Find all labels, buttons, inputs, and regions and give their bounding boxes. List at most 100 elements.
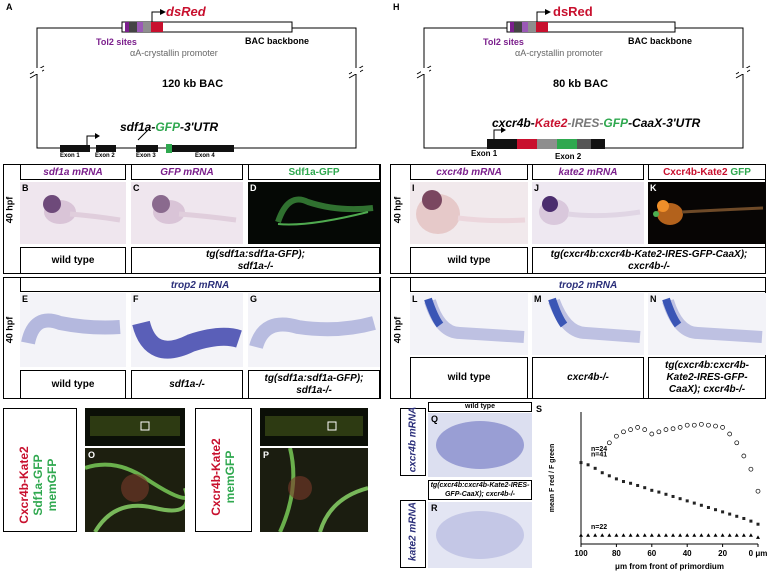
data-point-n22 <box>663 533 668 537</box>
dsred-label-a: dsRed <box>166 4 206 19</box>
x-tick-label: 60 <box>647 549 656 558</box>
panel-letter-g: G <box>250 294 258 304</box>
data-point-n41 <box>657 490 661 494</box>
x-tick-label: 20 <box>718 549 727 558</box>
data-point-n41 <box>600 471 604 475</box>
panel-letter-j: J <box>534 183 540 193</box>
data-point-n22 <box>600 533 605 537</box>
bac-backbone-label-a: BAC backbone <box>245 36 310 46</box>
title-r: tg(cxcr4b:cxcr4b-Kate2-IRES-GFP-CaaX); c… <box>428 480 532 500</box>
data-point-n41 <box>579 461 583 465</box>
exon-label: Exon 2 <box>555 152 582 161</box>
data-point-n22 <box>579 533 583 537</box>
data-point-n24 <box>670 426 676 432</box>
bac-size-label-h: 80 kb BAC <box>553 78 609 90</box>
bac-diagram-a <box>29 9 364 153</box>
data-point-n41 <box>756 522 760 526</box>
data-point-n24 <box>691 422 697 428</box>
exon-label: Exon 1 <box>60 153 80 159</box>
data-point-n24 <box>649 431 655 437</box>
panel-letter-f: F <box>133 294 139 304</box>
x-tick-label: 40 <box>683 549 692 558</box>
genotype-transgenic: tg(cxcr4b:cxcr4b-Kate2-IRES-GFP-CaaX); c… <box>648 357 766 399</box>
embryo-image-m <box>532 293 644 355</box>
data-point-n41 <box>621 480 625 484</box>
construct-label-a: sdf1a-GFP-3'UTR <box>120 120 219 134</box>
data-point-n24 <box>755 488 761 494</box>
label-p: Cxcr4b-Kate2 memGFP <box>209 438 237 516</box>
genotype-transgenic: tg(cxcr4b:cxcr4b-Kate2-IRES-GFP-CaaX); c… <box>532 247 766 274</box>
data-point-n24 <box>741 453 747 459</box>
data-point-n24 <box>727 431 733 437</box>
header-cxcr4b-kate2-gfp: Cxcr4b-Kate2 GFP <box>648 164 766 180</box>
data-point-n24 <box>614 433 619 439</box>
side-label-q: cxcr4b mRNA <box>407 406 419 473</box>
hpf-label: 40 hpf <box>4 196 15 224</box>
genotype-wild-type: wild type <box>20 370 126 399</box>
panel-letter-r: R <box>431 503 438 513</box>
data-point-n24 <box>663 427 669 432</box>
panel-letter-k: K <box>650 183 657 193</box>
label-o: Cxcr4b-Kate2 Sdf1a-GFP memGFP <box>17 446 59 524</box>
construct-label-h: cxcr4b-Kate2-IRES-GFP-CaaX-3'UTR <box>492 116 701 130</box>
embryo-image-i <box>410 182 528 244</box>
panel-letter-l: L <box>412 294 418 304</box>
embryo-image-e <box>20 293 126 367</box>
data-point-n22 <box>713 533 718 537</box>
bac-size-label-a: 120 kb BAC <box>162 78 224 90</box>
data-point-n24 <box>748 466 754 472</box>
header-sdf1a-gfp: Sdf1a-GFP <box>248 164 380 180</box>
tol2-label-a: Tol2 sites <box>96 37 137 47</box>
header-trop2-mrna: trop2 mRNA <box>410 277 766 292</box>
hpf-label: 40 hpf <box>4 316 15 344</box>
embryo-image-b <box>20 182 126 244</box>
data-point-n24 <box>684 422 690 428</box>
genotype-wild-type: wild type <box>410 357 528 399</box>
image-q <box>428 413 532 477</box>
exon-label: Exon 2 <box>95 153 115 159</box>
data-point-n41 <box>728 512 732 516</box>
bac-backbone-label-h: BAC backbone <box>628 36 693 46</box>
header-cxcr4b-mrna: cxcr4b mRNA <box>410 164 528 180</box>
data-point-n22 <box>678 533 683 537</box>
exon-label: Exon 1 <box>471 149 498 158</box>
label-box-o <box>3 408 77 532</box>
embryo-image-f <box>131 293 243 367</box>
data-point-n22 <box>756 535 760 539</box>
data-point-n41 <box>629 481 633 485</box>
chart-s-svg: 100 80 60 40 20 0 μm μm from front of primordi… <box>549 412 767 571</box>
data-point-n41 <box>678 497 682 501</box>
side-label-box-r <box>400 500 426 568</box>
tol2-label-h: Tol2 sites <box>483 37 524 47</box>
bac-diagram-h <box>416 9 751 149</box>
exon-label: Exon 4 <box>195 153 215 159</box>
x-tick-label: 100 <box>574 549 588 558</box>
genotype-wild-type: wild type <box>410 247 528 274</box>
data-point-n41 <box>671 494 675 498</box>
x-tick-label: 80 <box>612 549 621 558</box>
data-point-n22 <box>748 533 753 537</box>
data-point-n24 <box>642 427 648 432</box>
side-label-box-q <box>400 408 426 476</box>
crystallin-label-a: αA-crystallin promoter <box>130 48 218 58</box>
data-point-n41 <box>614 477 618 481</box>
data-point-n22 <box>671 533 676 537</box>
data-point-n24 <box>713 423 718 429</box>
embryo-image-n <box>648 293 766 355</box>
title-q: wild type <box>428 402 532 412</box>
data-point-n24 <box>677 425 683 430</box>
embryo-image-g <box>248 293 380 367</box>
embryo-image-c <box>131 182 243 244</box>
panel-letter-s: S <box>536 404 543 414</box>
data-point-n22 <box>706 533 711 537</box>
hpf-label: 40 hpf <box>392 316 403 344</box>
dsred-label-h: dsRed <box>553 4 593 19</box>
genotype-wild-type: wild type <box>20 247 126 274</box>
y-axis-label: mean F red / F green <box>549 444 556 512</box>
data-point-n41 <box>714 508 718 512</box>
data-point-n24 <box>699 421 704 427</box>
data-point-n41 <box>685 499 689 503</box>
side-label-r: kate2 mRNA <box>407 502 419 561</box>
data-point-n24 <box>720 425 725 430</box>
data-point-n24 <box>635 425 640 430</box>
